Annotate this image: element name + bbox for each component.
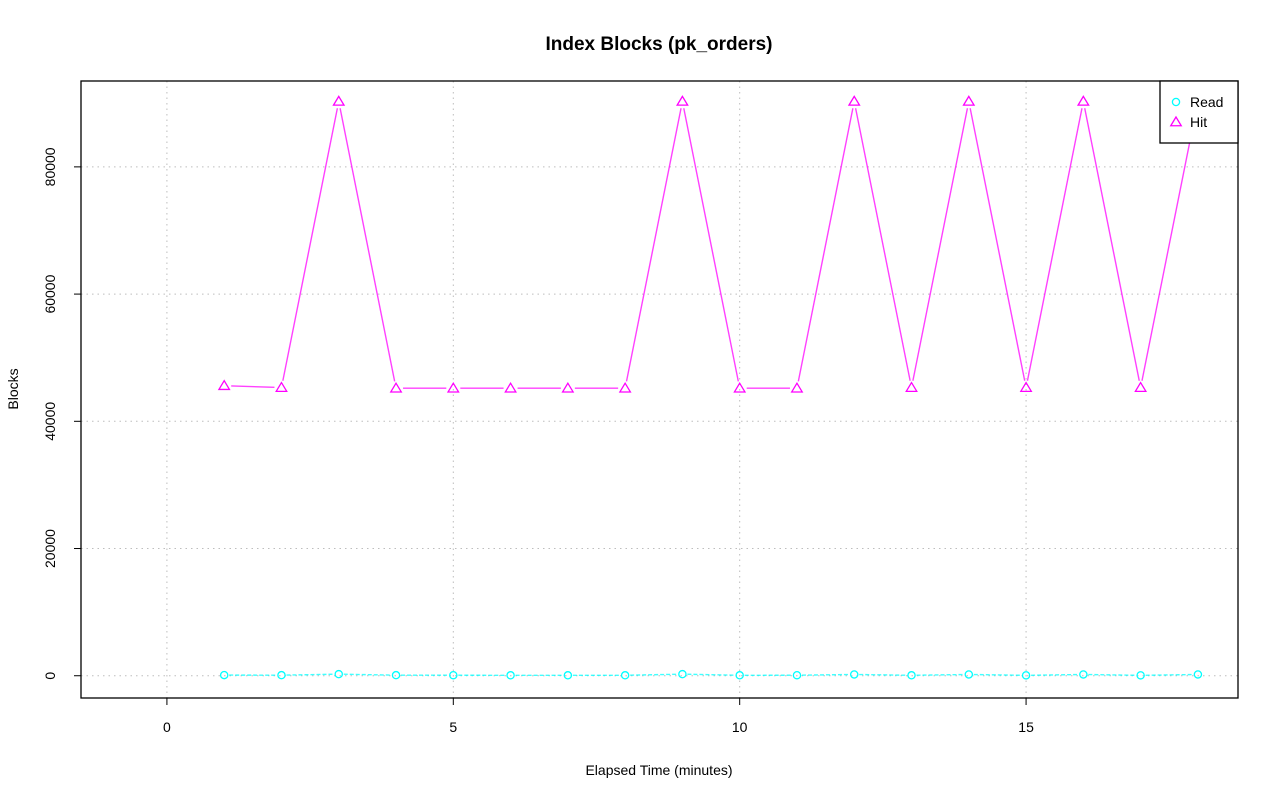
series-segment-hit <box>1141 108 1198 381</box>
plot-frame <box>80 80 1239 699</box>
point-read <box>506 671 515 680</box>
series-segment-read <box>1088 673 1136 676</box>
legend: Read Hit <box>1159 80 1239 144</box>
point-hit <box>618 381 632 393</box>
point-read <box>334 669 343 679</box>
x-tick-label: 5 <box>449 719 457 735</box>
point-hit <box>1134 381 1148 392</box>
point-read <box>391 670 401 680</box>
point-hit <box>446 381 460 393</box>
point-read <box>1021 671 1031 680</box>
point-read <box>620 671 630 680</box>
y-tick-label: 0 <box>42 672 58 680</box>
series-segment-hit <box>854 108 911 381</box>
series-segment-read <box>916 673 964 676</box>
series-segment-hit <box>1026 108 1083 381</box>
chart-title: Index Blocks (pk_orders) <box>545 34 772 55</box>
point-hit <box>962 95 976 106</box>
point-hit <box>389 381 403 393</box>
point-hit <box>733 381 747 393</box>
point-read <box>907 671 916 680</box>
series-segment-read <box>973 673 1022 676</box>
y-axis: 0 20000 40000 60000 80000 <box>42 147 81 680</box>
point-read <box>678 669 687 679</box>
series-segment-read <box>687 673 735 676</box>
y-tick-label: 60000 <box>42 274 58 313</box>
point-hit <box>561 381 575 393</box>
point-hit <box>676 95 689 106</box>
series-segment-hit <box>1084 108 1140 381</box>
legend-label-hit: Hit <box>1190 114 1207 130</box>
point-read <box>735 671 744 680</box>
series-segment-hit <box>625 108 682 382</box>
y-tick-label: 20000 <box>42 529 58 568</box>
point-read <box>563 671 573 680</box>
legend-box <box>1159 80 1239 144</box>
point-hit <box>790 381 804 393</box>
point-read <box>964 670 974 679</box>
y-axis-label: Blocks <box>5 368 21 409</box>
point-hit <box>905 381 918 392</box>
point-read <box>1136 671 1145 680</box>
point-read <box>277 670 286 680</box>
y-tick-label: 40000 <box>42 402 58 441</box>
series-segment-read <box>630 673 678 676</box>
x-axis: 0 5 10 15 <box>163 698 1034 735</box>
grid <box>81 81 1238 698</box>
x-axis-label: Elapsed Time (minutes) <box>585 762 732 778</box>
point-hit <box>1019 381 1033 392</box>
series-segment-read <box>859 673 907 676</box>
point-read <box>849 670 859 679</box>
legend-marker-read <box>1171 97 1181 107</box>
series-segment-hit <box>912 108 969 381</box>
series-segment-hit <box>282 108 339 381</box>
point-hit <box>217 379 231 391</box>
point-hit <box>847 95 861 106</box>
series-points <box>217 95 1205 680</box>
point-read <box>1193 670 1203 679</box>
series-segment-hit <box>797 108 854 382</box>
point-hit <box>275 381 288 392</box>
series-segment-hit <box>969 108 1026 381</box>
point-read <box>219 670 229 680</box>
series-segment-read <box>286 673 334 676</box>
legend-label-read: Read <box>1190 94 1223 110</box>
series-lines <box>229 108 1198 676</box>
point-hit <box>1076 95 1090 106</box>
series-segment-hit <box>231 385 275 389</box>
legend-marker-hit <box>1169 115 1183 127</box>
series-segment-hit <box>683 108 740 382</box>
point-hit <box>332 95 346 106</box>
point-read <box>449 670 458 680</box>
x-tick-label: 0 <box>163 719 171 735</box>
y-tick-label: 80000 <box>42 147 58 186</box>
x-tick-label: 15 <box>1018 719 1034 735</box>
series-segment-read <box>1031 673 1079 676</box>
point-read <box>1079 670 1088 679</box>
series-segment-hit <box>339 108 396 382</box>
point-read <box>792 670 802 680</box>
series-segment-read <box>801 673 850 676</box>
series-segment-read <box>1145 673 1193 676</box>
x-tick-label: 10 <box>732 719 748 735</box>
point-hit <box>504 381 517 393</box>
series-segment-read <box>343 673 392 676</box>
